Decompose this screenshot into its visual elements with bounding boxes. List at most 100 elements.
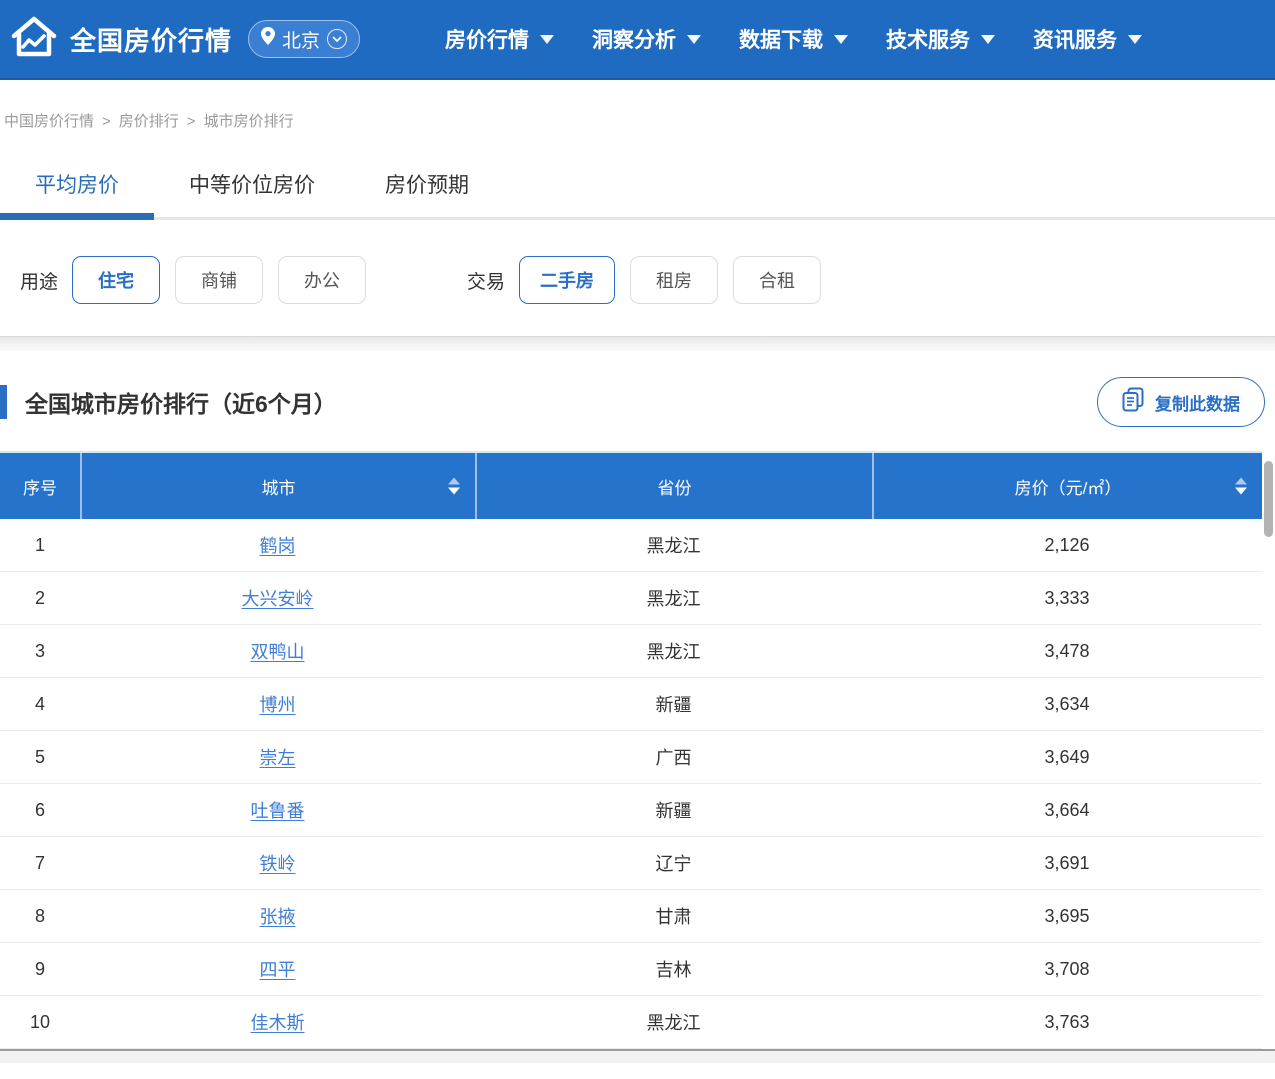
cell-rank: 4	[34, 693, 45, 714]
house-chart-logo-icon	[10, 15, 58, 64]
chevron-down-icon	[834, 34, 849, 44]
nav-item-2[interactable]: 洞察分析	[573, 0, 720, 79]
city-link[interactable]: 博州	[259, 695, 296, 715]
nav-item-5[interactable]: 资讯服务	[1014, 0, 1161, 79]
table-row: 10 佳木斯 黑龙江 3,763	[0, 996, 1262, 1049]
filter-group-label: 用途	[20, 271, 59, 293]
cell-province: 广西	[655, 748, 692, 768]
city-link[interactable]: 佳木斯	[250, 1013, 305, 1033]
cell-rank: 5	[34, 746, 45, 767]
cell-price: 3,478	[1044, 640, 1090, 661]
cell-city: 佳木斯	[80, 996, 475, 1048]
table-header-row: 序号 城市 省份 房价（元/㎡）	[0, 451, 1262, 519]
cell-province: 黑龙江	[646, 536, 701, 556]
breadcrumb-item-2[interactable]: 房价排行	[118, 113, 179, 130]
table-row: 8 张掖 甘肃 3,695	[0, 890, 1262, 943]
table-body: 1 鹤岗 黑龙江 2,126 2 大兴安岭 黑龙江 3,333 3 双鸭山 黑龙江 3,478 4 博州新…	[0, 519, 1262, 1049]
sort-icon-city[interactable]	[448, 477, 460, 495]
tab-2[interactable]: 中等价位房价	[189, 174, 315, 197]
city-link[interactable]: 张掖	[259, 907, 296, 927]
chevron-down-icon	[540, 34, 555, 44]
cell-price: 3,664	[1044, 799, 1090, 820]
city-link[interactable]: 崇左	[259, 748, 296, 768]
city-selector-value: 北京	[282, 30, 321, 52]
cell-price: 3,634	[1044, 693, 1090, 714]
filter-option[interactable]: 合租	[733, 256, 822, 304]
city-link[interactable]: 大兴安岭	[241, 589, 314, 609]
section-title: 全国城市房价排行（近6个月）	[25, 391, 337, 417]
ranking-table: 序号 城市 省份 房价（元/㎡） 1 鹤岗 黑龙江 2,126 2 大兴安岭 黑龙江 3,33…	[0, 451, 1275, 1049]
column-header-price[interactable]: 房价（元/㎡）	[872, 453, 1262, 519]
nav-menu: 房价行情 洞察分析 数据下载 技术服务 资讯服务	[426, 0, 1161, 79]
cell-city: 大兴安岭	[80, 572, 475, 624]
cell-rank: 6	[34, 799, 45, 820]
breadcrumb-item-1[interactable]: 中国房价行情	[4, 113, 95, 130]
page-bottom-area	[0, 1051, 1275, 1063]
cell-province: 黑龙江	[646, 1013, 701, 1033]
nav-item-label: 技术服务	[886, 29, 971, 52]
nav-item-1[interactable]: 房价行情	[426, 0, 573, 79]
city-link[interactable]: 双鸭山	[250, 642, 305, 662]
breadcrumb-item-3[interactable]: 城市房价排行	[203, 113, 294, 130]
column-header-price-label: 房价（元/㎡）	[1014, 478, 1122, 498]
copy-data-button[interactable]: 复制此数据	[1097, 377, 1265, 427]
filter-option[interactable]: 租房	[630, 256, 719, 304]
copy-button-label: 复制此数据	[1155, 394, 1240, 414]
nav-item-3[interactable]: 数据下载	[720, 0, 867, 79]
cell-rank: 10	[29, 1011, 51, 1032]
column-header-city[interactable]: 城市	[80, 453, 475, 519]
filter-option[interactable]: 商铺	[175, 256, 264, 304]
nav-item-4[interactable]: 技术服务	[867, 0, 1014, 79]
city-link[interactable]: 四平	[259, 960, 296, 980]
tab-1[interactable]: 平均房价	[0, 155, 154, 220]
column-header-province: 省份	[475, 453, 872, 519]
cell-province: 新疆	[655, 801, 692, 821]
cell-price: 2,126	[1044, 534, 1090, 555]
cell-price: 3,333	[1044, 587, 1090, 608]
tab-bar: 平均房价 中等价位房价 房价预期	[0, 155, 1275, 220]
location-pin-icon	[261, 27, 276, 51]
table-row: 6 吐鲁番 新疆 3,664	[0, 784, 1262, 837]
cell-rank: 8	[34, 905, 45, 926]
cell-city: 博州	[80, 678, 475, 730]
brand-title: 全国房价行情	[70, 25, 233, 56]
page-bottom-divider	[0, 1049, 1275, 1051]
table-row: 7 铁岭 辽宁 3,691	[0, 837, 1262, 890]
cell-city: 四平	[80, 943, 475, 995]
nav-item-label: 房价行情	[445, 29, 530, 52]
filter-option[interactable]: 二手房	[519, 256, 616, 304]
city-link[interactable]: 吐鲁番	[250, 801, 305, 821]
sort-icon-price[interactable]	[1235, 477, 1247, 495]
nav-item-label: 洞察分析	[592, 29, 677, 52]
cell-city: 张掖	[80, 890, 475, 942]
city-link[interactable]: 鹤岗	[259, 536, 296, 556]
brand[interactable]: 全国房价行情	[10, 15, 232, 64]
city-selector[interactable]: 北京	[248, 20, 361, 58]
title-accent-bar	[0, 385, 7, 419]
cell-price: 3,763	[1044, 1011, 1090, 1032]
cell-province: 黑龙江	[646, 589, 701, 609]
city-link[interactable]: 铁岭	[259, 854, 296, 874]
cell-province: 黑龙江	[646, 642, 701, 662]
cell-rank: 9	[34, 958, 45, 979]
top-navigation-bar: 全国房价行情 北京 房价行情 洞察分析 数据下载 技术服务 资讯服务	[0, 0, 1275, 80]
tab-3[interactable]: 房价预期	[385, 174, 469, 197]
cell-rank: 3	[34, 640, 45, 661]
filter-bar: 用途 住宅 商铺 办公 交易 二手房 租房 合租	[0, 220, 1275, 336]
cell-city: 吐鲁番	[80, 784, 475, 836]
cell-province: 吉林	[655, 960, 692, 980]
nav-item-label: 资讯服务	[1033, 29, 1118, 52]
copy-icon	[1122, 387, 1144, 417]
filter-option[interactable]: 办公	[278, 256, 367, 304]
chevron-down-icon	[981, 34, 996, 44]
filter-option[interactable]: 住宅	[72, 256, 161, 304]
filter-group-label: 交易	[467, 271, 506, 293]
vertical-scrollbar-thumb[interactable]	[1264, 461, 1273, 537]
cell-province: 辽宁	[655, 854, 692, 874]
table-row: 5 崇左 广西 3,649	[0, 731, 1262, 784]
cell-rank: 2	[34, 587, 45, 608]
table-row: 2 大兴安岭 黑龙江 3,333	[0, 572, 1262, 625]
cell-price: 3,695	[1044, 905, 1090, 926]
cell-price: 3,691	[1044, 852, 1090, 873]
cell-rank: 1	[34, 534, 45, 555]
